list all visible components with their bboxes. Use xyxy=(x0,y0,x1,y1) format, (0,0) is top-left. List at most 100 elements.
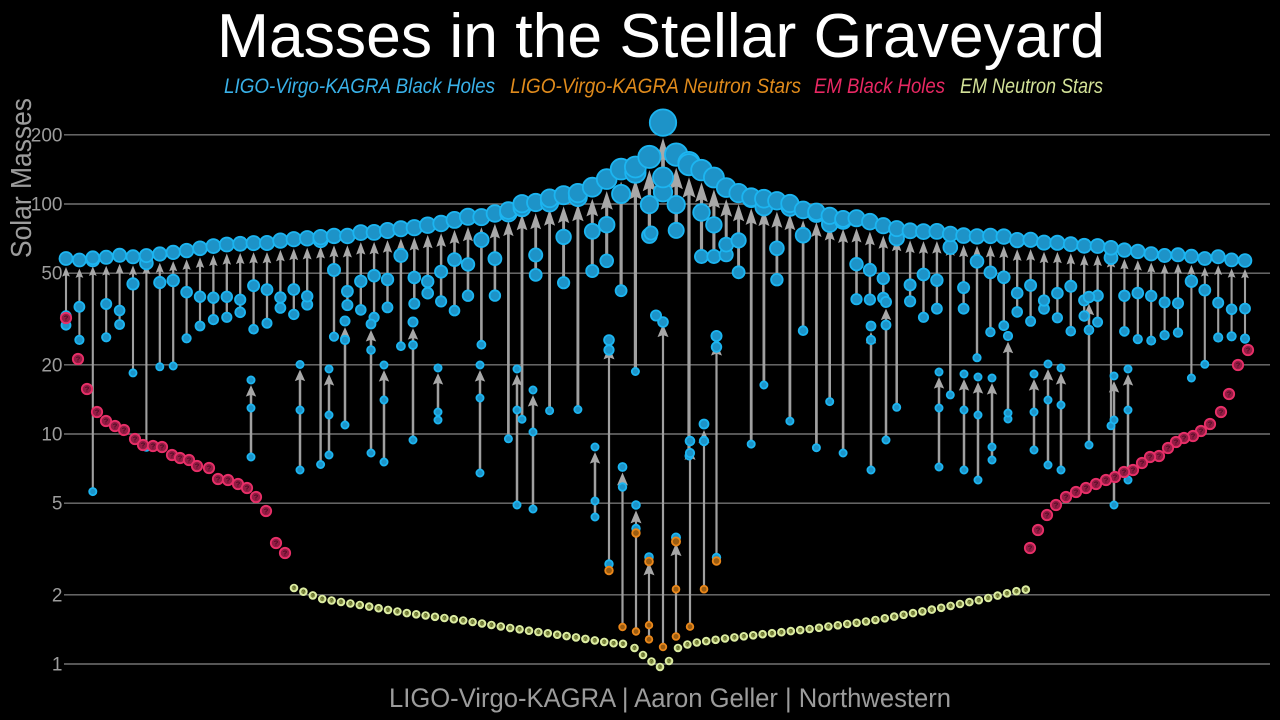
svg-text:?: ? xyxy=(245,484,250,493)
svg-text:?: ? xyxy=(471,620,475,626)
svg-text:?: ? xyxy=(1236,361,1241,370)
svg-text:?: ? xyxy=(216,475,221,484)
svg-text:Solar Masses: Solar Masses xyxy=(6,98,38,258)
svg-text:?: ? xyxy=(892,615,896,621)
svg-text:?: ? xyxy=(874,618,878,624)
svg-text:?: ? xyxy=(958,602,962,608)
svg-text:?: ? xyxy=(1131,466,1136,475)
svg-text:?: ? xyxy=(949,604,953,610)
svg-text:?: ? xyxy=(424,614,428,620)
svg-text:?: ? xyxy=(827,625,831,631)
svg-text:LIGO-Virgo-KAGRA Black Holes: LIGO-Virgo-KAGRA Black Holes xyxy=(224,75,495,98)
svg-text:?: ? xyxy=(1227,390,1232,399)
svg-text:?: ? xyxy=(986,596,990,602)
svg-text:?: ? xyxy=(320,597,324,603)
svg-text:20: 20 xyxy=(41,355,62,376)
svg-text:?: ? xyxy=(667,659,671,665)
svg-text:?: ? xyxy=(527,629,531,635)
svg-text:?: ? xyxy=(633,646,637,652)
svg-text:LIGO-Virgo-KAGRA | Aaron Gelle: LIGO-Virgo-KAGRA | Aaron Geller | Northw… xyxy=(389,683,951,713)
svg-text:?: ? xyxy=(864,620,868,626)
svg-text:?: ? xyxy=(414,613,418,619)
svg-text:?: ? xyxy=(1157,452,1162,461)
svg-text:?: ? xyxy=(480,622,484,628)
svg-text:?: ? xyxy=(405,611,409,617)
svg-text:?: ? xyxy=(433,615,437,621)
svg-text:?: ? xyxy=(584,637,588,643)
svg-text:?: ? xyxy=(141,441,146,450)
svg-text:?: ? xyxy=(1104,476,1109,485)
svg-text:?: ? xyxy=(602,640,606,646)
svg-text:?: ? xyxy=(178,454,183,463)
svg-text:?: ? xyxy=(751,634,755,640)
svg-text:?: ? xyxy=(377,606,381,612)
svg-text:?: ? xyxy=(704,639,708,645)
svg-text:?: ? xyxy=(518,628,522,634)
svg-text:?: ? xyxy=(902,613,906,619)
svg-text:?: ? xyxy=(836,624,840,630)
svg-text:?: ? xyxy=(311,594,315,600)
svg-text:?: ? xyxy=(1094,480,1099,489)
svg-text:?: ? xyxy=(283,549,288,558)
svg-text:?: ? xyxy=(104,417,109,426)
svg-text:?: ? xyxy=(1166,444,1171,453)
svg-text:?: ? xyxy=(187,456,192,465)
svg-text:?: ? xyxy=(1024,588,1028,594)
svg-text:?: ? xyxy=(817,626,821,632)
svg-text:?: ? xyxy=(122,426,127,435)
svg-text:?: ? xyxy=(1148,453,1153,462)
svg-text:?: ? xyxy=(160,443,165,452)
svg-text:?: ? xyxy=(1208,420,1213,429)
svg-text:50: 50 xyxy=(41,264,62,285)
svg-text:?: ? xyxy=(1005,592,1009,598)
svg-text:?: ? xyxy=(911,611,915,617)
svg-text:?: ? xyxy=(742,635,746,641)
svg-text:?: ? xyxy=(1064,493,1069,502)
svg-text:?: ? xyxy=(733,636,737,642)
svg-text:?: ? xyxy=(292,586,296,592)
svg-text:?: ? xyxy=(676,646,680,652)
svg-text:?: ? xyxy=(1246,346,1251,355)
svg-text:?: ? xyxy=(452,617,456,623)
svg-text:100: 100 xyxy=(31,195,63,216)
svg-text:?: ? xyxy=(76,355,81,364)
svg-text:?: ? xyxy=(574,636,578,642)
svg-text:?: ? xyxy=(339,600,343,606)
svg-text:?: ? xyxy=(264,507,269,516)
svg-text:Masses in the Stellar Graveyar: Masses in the Stellar Graveyard xyxy=(217,1,1105,71)
svg-text:?: ? xyxy=(939,606,943,612)
svg-text:?: ? xyxy=(151,442,156,451)
svg-text:?: ? xyxy=(555,633,559,639)
svg-text:?: ? xyxy=(968,600,972,606)
svg-text:?: ? xyxy=(798,628,802,634)
svg-text:?: ? xyxy=(1191,432,1196,441)
svg-text:?: ? xyxy=(1122,468,1127,477)
svg-text:?: ? xyxy=(921,610,925,616)
svg-text:EM Neutron Stars: EM Neutron Stars xyxy=(960,75,1103,98)
svg-text:?: ? xyxy=(593,639,597,645)
svg-text:?: ? xyxy=(1182,434,1187,443)
svg-text:?: ? xyxy=(302,590,306,596)
svg-text:?: ? xyxy=(641,653,645,659)
svg-text:?: ? xyxy=(499,625,503,631)
svg-text:?: ? xyxy=(274,539,279,548)
svg-text:LIGO-Virgo-KAGRA Neutron Stars: LIGO-Virgo-KAGRA Neutron Stars xyxy=(510,75,801,98)
svg-text:?: ? xyxy=(658,665,662,671)
svg-text:5: 5 xyxy=(52,494,63,515)
svg-text:?: ? xyxy=(1074,488,1079,497)
svg-text:?: ? xyxy=(761,632,765,638)
svg-text:?: ? xyxy=(195,462,200,471)
svg-text:?: ? xyxy=(1140,459,1145,468)
svg-text:?: ? xyxy=(537,630,541,636)
svg-text:?: ? xyxy=(695,641,699,647)
svg-text:?: ? xyxy=(386,608,390,614)
svg-text:?: ? xyxy=(133,435,138,444)
svg-text:?: ? xyxy=(396,610,400,616)
svg-text:?: ? xyxy=(508,626,512,632)
svg-text:?: ? xyxy=(1084,484,1089,493)
svg-text:?: ? xyxy=(443,616,447,622)
svg-text:?: ? xyxy=(808,627,812,633)
svg-text:?: ? xyxy=(714,638,718,644)
svg-text:2: 2 xyxy=(52,585,63,606)
svg-text:1: 1 xyxy=(52,655,63,676)
